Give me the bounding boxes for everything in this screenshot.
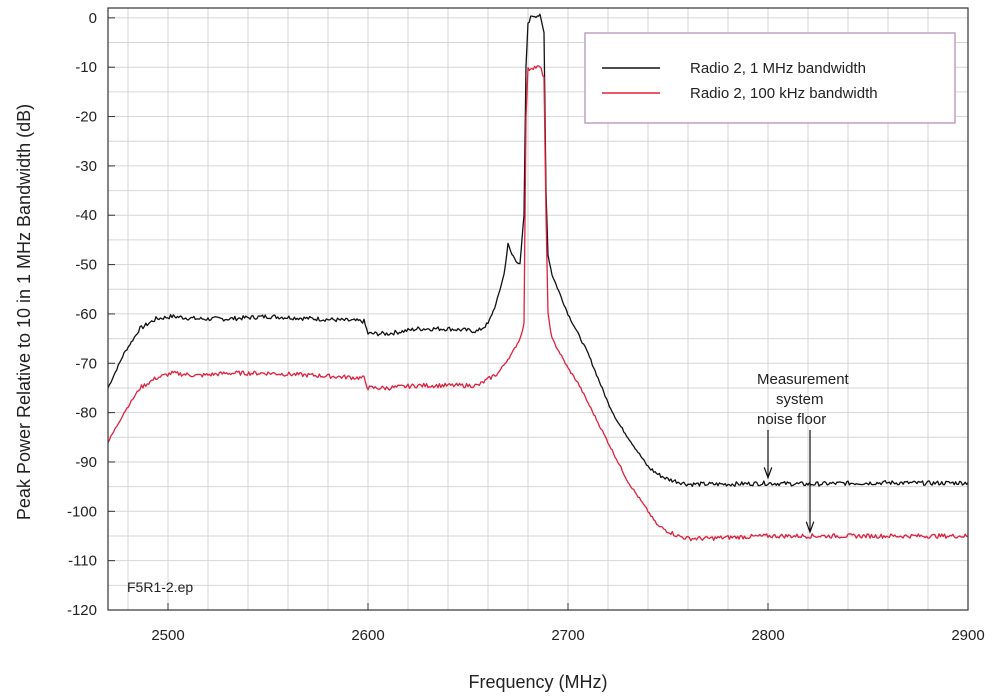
y-tick-label: -80 [75, 405, 97, 422]
annotation-line-3: noise floor [757, 411, 826, 428]
y-tick-label: -40 [75, 207, 97, 224]
annotation-line-1: Measurement [757, 371, 850, 388]
y-tick-label: 0 [89, 10, 97, 27]
x-tick-labels: 2500 2600 2700 2800 2900 [151, 627, 984, 644]
y-tick-label: -70 [75, 355, 97, 372]
x-tick-label: 2500 [151, 627, 184, 644]
y-tick-label: -110 [68, 553, 97, 570]
annotation-arrow-head [805, 521, 815, 534]
legend-label-1mhz: Radio 2, 1 MHz bandwidth [690, 60, 866, 77]
grid-lines [108, 8, 968, 610]
legend: Radio 2, 1 MHz bandwidth Radio 2, 100 kH… [584, 32, 956, 124]
series-line-100khz [107, 65, 969, 542]
y-tick-label: -10 [75, 59, 97, 76]
y-tick-label: -90 [75, 454, 97, 471]
x-tick-label: 2900 [951, 627, 984, 644]
series-line-1mhz [107, 13, 969, 487]
y-tick-label: -20 [75, 109, 97, 126]
legend-label-100khz: Radio 2, 100 kHz bandwidth [690, 85, 878, 102]
y-tick-label: -30 [75, 158, 97, 175]
x-axis-title: Frequency (MHz) [468, 672, 607, 692]
annotation-arrow-head [763, 467, 773, 480]
y-tick-labels: 0 -10 -20 -30 -40 -50 -60 -70 -80 -90 -100 -110 -120 [67, 10, 97, 619]
annotation-arrows [763, 430, 815, 534]
y-axis-title: Peak Power Relative to 10 in 1 MHz Bandw… [14, 104, 34, 520]
y-tick-label: -50 [75, 257, 97, 274]
tick-marks [108, 17, 969, 611]
annotation-line-2: system [776, 391, 824, 408]
legend-box [584, 32, 956, 124]
noise-floor-annotation: Measurement system noise floor [757, 371, 850, 534]
y-tick-label: -120 [67, 602, 97, 619]
plot-frame [107, 7, 969, 611]
series-layer [107, 13, 969, 542]
x-tick-label: 2700 [551, 627, 584, 644]
y-tick-label: -60 [75, 306, 97, 323]
y-tick-label: -100 [67, 503, 97, 520]
x-tick-label: 2600 [351, 627, 384, 644]
x-tick-label: 2800 [751, 627, 784, 644]
file-label: F5R1-2.ep [127, 579, 193, 595]
